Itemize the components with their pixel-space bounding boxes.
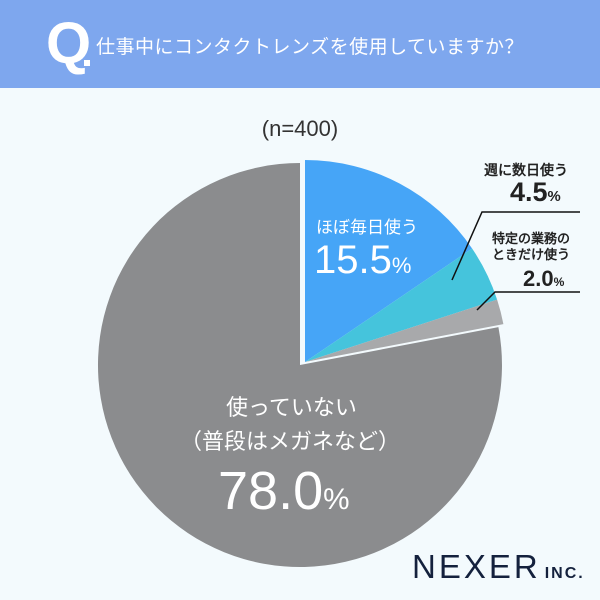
leader-specific xyxy=(476,291,580,311)
label-daily: ほぼ毎日使う xyxy=(316,218,418,238)
slice-daily xyxy=(305,160,473,362)
label-none-line1: 使っていない xyxy=(226,396,357,421)
value-weekly: 4.5% xyxy=(510,177,561,207)
slice-none xyxy=(97,163,502,567)
slice-specific xyxy=(305,299,504,362)
value-none: 78.0% xyxy=(218,461,350,521)
leader-weekly xyxy=(451,211,580,281)
slice-weekly xyxy=(305,248,498,362)
value-specific: 2.0% xyxy=(523,266,565,291)
label-weekly: 週に数日使う xyxy=(484,163,568,179)
sample-size: (n=400) xyxy=(261,116,339,141)
q-mark: Q xyxy=(46,11,92,76)
q-dot xyxy=(84,60,90,66)
nexer-logo: NEXER INC. xyxy=(412,548,585,585)
question-text: 仕事中にコンタクトレンズを使用していますか？ xyxy=(96,36,525,58)
question-header: Q 仕事中にコンタクトレンズを使用していますか？ xyxy=(0,0,600,88)
label-none-line2: （普段はメガネなど） xyxy=(180,430,401,455)
label-specific: 特定の業務の ときだけ使う xyxy=(492,232,571,263)
value-daily: 15.5% xyxy=(314,238,412,282)
